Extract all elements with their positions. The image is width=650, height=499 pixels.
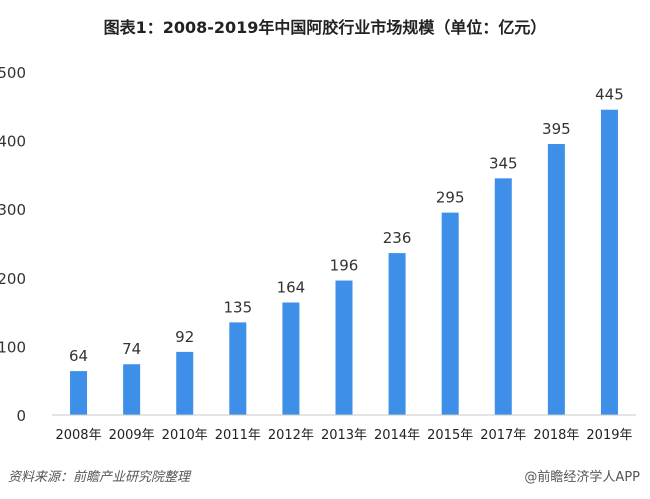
data-label: 64 (69, 347, 88, 365)
bar-2013年 (335, 280, 353, 415)
data-label: 135 (223, 298, 252, 316)
x-tick-label: 2009年 (109, 428, 155, 443)
x-tick-label: 2019年 (586, 428, 632, 443)
brand-watermark: @前瞻经济学人APP (524, 470, 640, 485)
x-tick-label: 2012年 (268, 428, 314, 443)
y-tick-label: 300 (0, 201, 26, 219)
chart-title: 图表1：2008-2019年中国阿胶行业市场规模（单位：亿元） (103, 18, 547, 37)
y-tick-label: 100 (0, 338, 26, 356)
bar-2014年 (388, 253, 406, 415)
data-label: 196 (330, 257, 359, 275)
data-label: 92 (175, 328, 194, 346)
bar-2011年 (229, 322, 247, 415)
y-axis: 0 100 200 300 400 500 (0, 64, 26, 425)
data-label: 295 (436, 189, 465, 207)
data-label: 74 (122, 340, 141, 358)
y-tick-label: 400 (0, 133, 26, 151)
x-tick-label: 2010年 (162, 428, 208, 443)
data-label: 236 (383, 229, 412, 247)
bars (70, 109, 618, 415)
data-label: 164 (277, 278, 306, 296)
x-tick-label: 2014年 (374, 428, 420, 443)
bar-2019年 (600, 109, 618, 415)
bar-2017年 (494, 178, 512, 415)
data-label: 395 (542, 120, 571, 138)
data-label: 445 (595, 86, 624, 104)
y-tick-label: 500 (0, 64, 26, 82)
x-tick-label: 2011年 (215, 428, 261, 443)
x-tick-label: 2017年 (480, 428, 526, 443)
source-note: 资料来源：前瞻产业研究院整理 (8, 470, 191, 485)
x-tick-label: 2013年 (321, 428, 367, 443)
x-axis: 2008年 2009年 2010年 2011年 2012年 2013年 2014年 2015年… (52, 414, 636, 443)
x-tick-label: 2008年 (55, 428, 101, 443)
x-tick-label: 2018年 (533, 428, 579, 443)
data-labels: 64 74 92 135 164 196 236 295 345 395 445 (69, 86, 624, 365)
y-tick-label: 0 (16, 407, 26, 425)
bar-2009年 (123, 364, 141, 415)
bar-2008年 (70, 371, 88, 415)
bar-2010年 (176, 351, 194, 415)
y-tick-label: 200 (0, 270, 26, 288)
bar-2018年 (547, 144, 565, 415)
x-tick-label: 2015年 (427, 428, 473, 443)
bar-2015年 (441, 212, 459, 415)
bar-2012年 (282, 302, 300, 415)
data-label: 345 (489, 154, 518, 172)
